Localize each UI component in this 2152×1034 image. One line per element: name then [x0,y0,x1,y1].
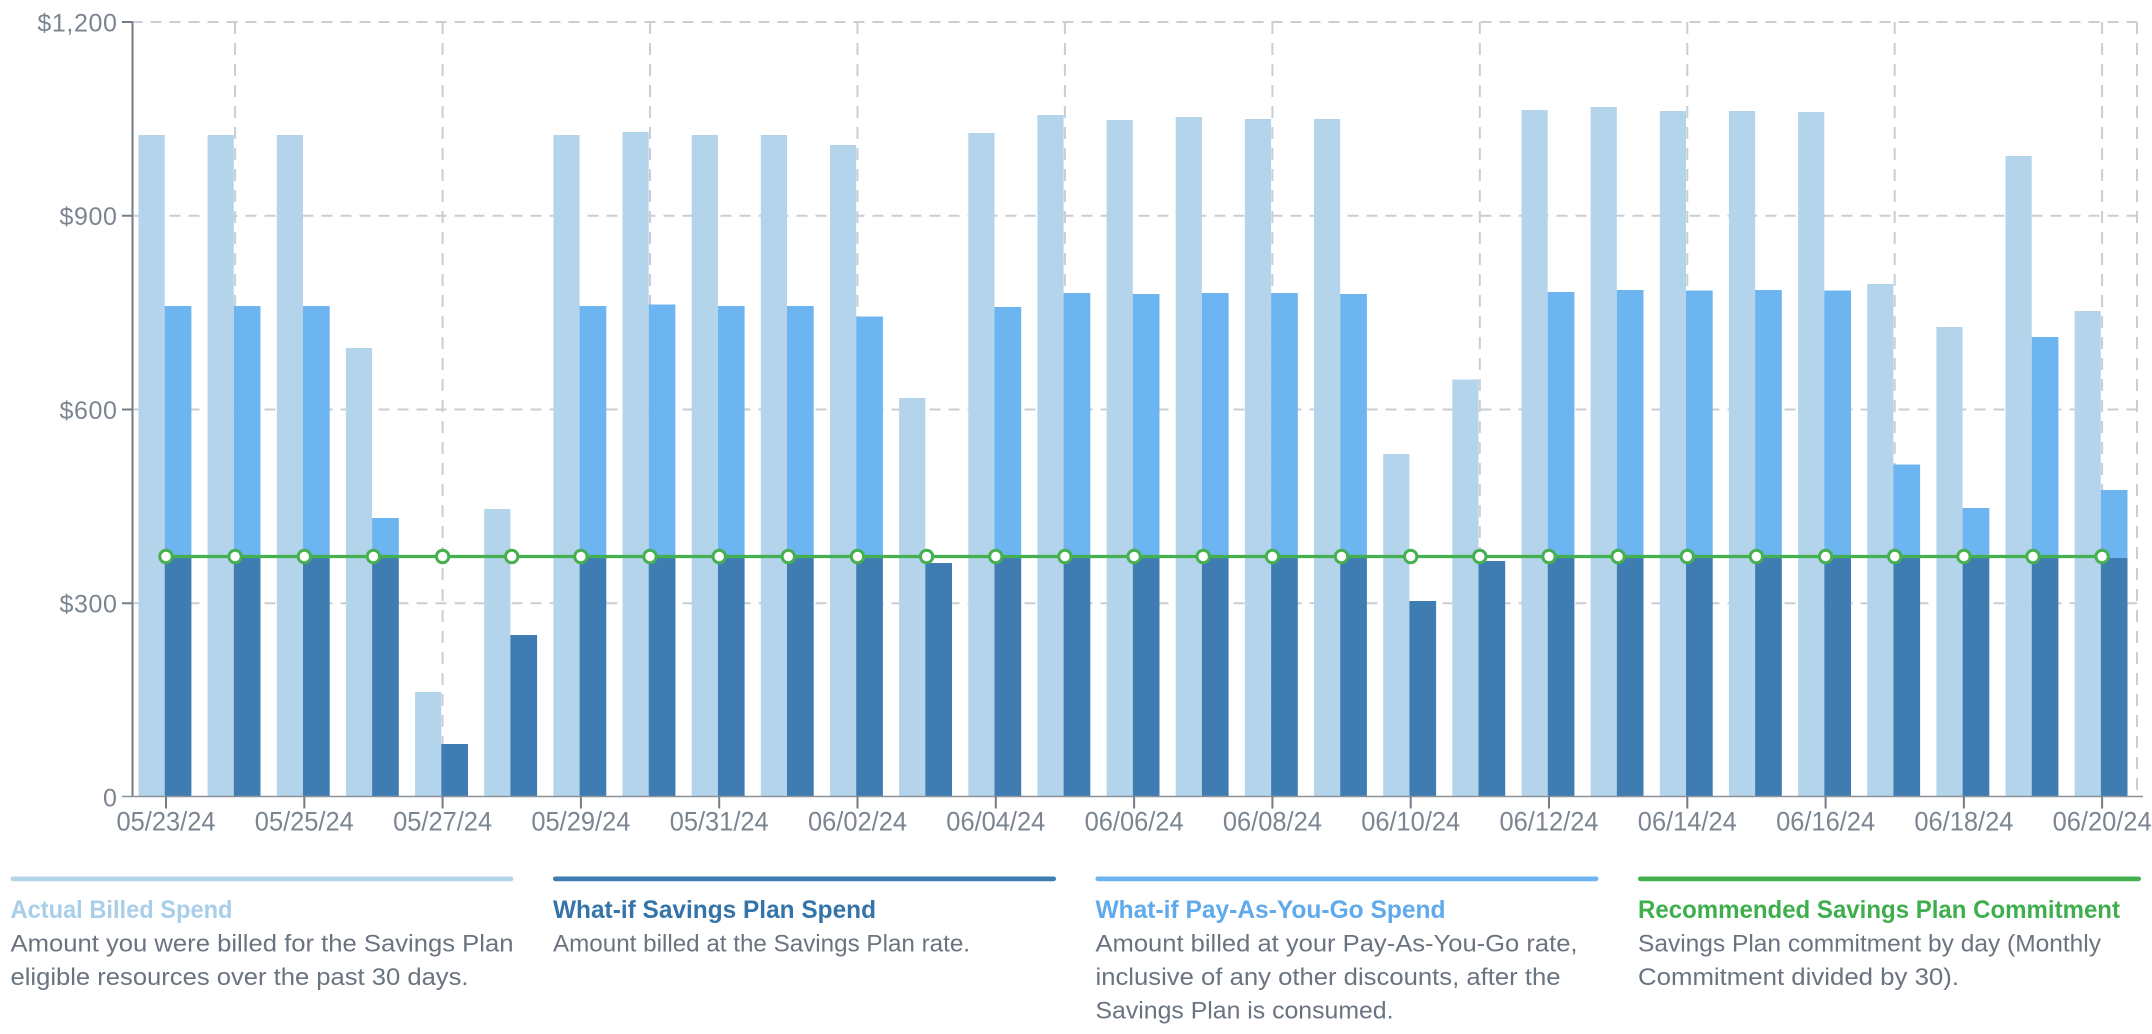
svg-text:05/31/24: 05/31/24 [670,807,769,837]
svg-text:$600: $600 [59,397,117,425]
svg-text:eligible resources over the pa: eligible resources over the past 30 days… [11,964,469,991]
svg-text:06/08/24: 06/08/24 [1223,807,1322,837]
svg-text:Amount you were billed for the: Amount you were billed for the Savings P… [11,931,514,958]
svg-text:Actual Billed Spend: Actual Billed Spend [11,896,233,924]
svg-text:$300: $300 [59,591,117,619]
svg-text:What-if Pay-As-You-Go Spend: What-if Pay-As-You-Go Spend [1096,896,1446,924]
svg-text:06/20/24: 06/20/24 [2053,807,2152,837]
svg-text:Recommended Savings Plan Commi: Recommended Savings Plan Commitment [1638,896,2121,924]
svg-text:Savings Plan is consumed.: Savings Plan is consumed. [1096,998,1394,1025]
svg-text:06/06/24: 06/06/24 [1085,807,1184,837]
svg-text:06/12/24: 06/12/24 [1500,807,1599,837]
svg-text:06/14/24: 06/14/24 [1638,807,1737,837]
svg-text:06/02/24: 06/02/24 [808,807,907,837]
svg-text:What-if Savings Plan Spend: What-if Savings Plan Spend [553,896,876,924]
svg-text:Amount billed at your Pay-As-Y: Amount billed at your Pay-As-You-Go rate… [1096,931,1578,958]
svg-text:Commitment divided by 30).: Commitment divided by 30). [1638,964,1959,991]
svg-text:06/10/24: 06/10/24 [1361,807,1460,837]
svg-text:05/25/24: 05/25/24 [255,807,354,837]
svg-text:05/23/24: 05/23/24 [117,807,216,837]
svg-text:06/18/24: 06/18/24 [1914,807,2013,837]
svg-text:Savings Plan commitment by day: Savings Plan commitment by day (Monthly [1638,931,2101,958]
svg-text:$1,200: $1,200 [37,9,117,37]
svg-text:06/16/24: 06/16/24 [1776,807,1875,837]
svg-text:0: 0 [103,784,118,812]
svg-text:05/29/24: 05/29/24 [531,807,630,837]
svg-text:Amount billed at the Savings P: Amount billed at the Savings Plan rate. [553,931,970,958]
svg-text:05/27/24: 05/27/24 [393,807,492,837]
svg-text:06/04/24: 06/04/24 [946,807,1045,837]
svg-text:$900: $900 [59,203,117,231]
svg-text:inclusive of any other discoun: inclusive of any other discounts, after … [1096,964,1561,991]
